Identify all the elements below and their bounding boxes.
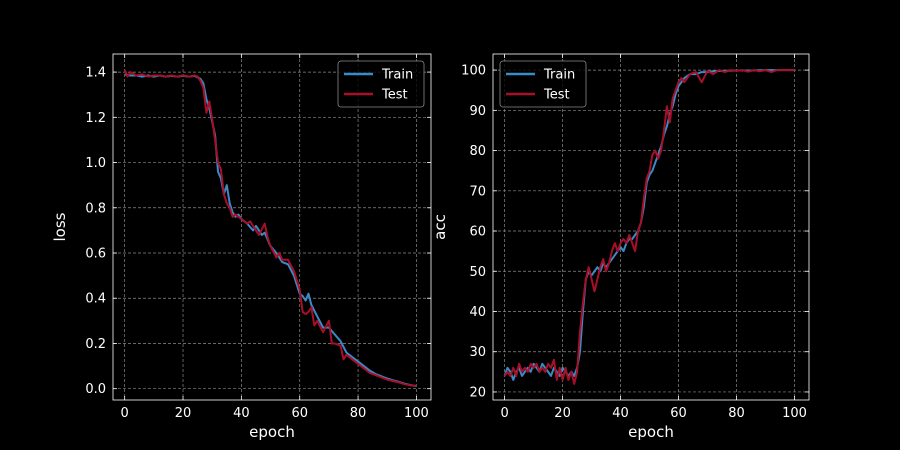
y-axis-label: loss [51, 212, 69, 241]
x-tick-label: 40 [233, 406, 250, 421]
y-tick-label: 50 [469, 265, 486, 280]
y-tick-label: 70 [469, 184, 486, 199]
y-tick-label: 20 [469, 385, 486, 400]
x-tick-label: 60 [291, 406, 308, 421]
x-tick-label: 80 [728, 406, 745, 421]
accuracy-chart: 0 20 40 60 80 100 20 30 40 50 60 70 80 90 100 epoch acc T… [431, 53, 810, 441]
y-tick-label: 1.0 [85, 156, 106, 171]
y-tick-label: 1.2 [85, 111, 106, 126]
legend-label-train: Train [543, 68, 575, 83]
axes-frame [492, 53, 810, 401]
loss-chart: 0 20 40 60 80 100 0.0 0.2 0.4 0.6 0.8 1.0 1.2 1.4 epoc… [51, 53, 432, 441]
x-axis-label: epoch [249, 423, 295, 441]
axes-frame [112, 53, 432, 401]
x-tick-label: 60 [670, 406, 687, 421]
y-tick-label: 0.0 [85, 382, 106, 397]
x-tick-label: 20 [175, 406, 192, 421]
y-axis-label: acc [431, 214, 449, 240]
y-tick-label: 0.4 [85, 292, 106, 307]
x-tick-label: 20 [554, 406, 571, 421]
x-tick-label: 80 [350, 406, 367, 421]
y-tick-label: 80 [469, 144, 486, 159]
y-tick-label: 1.4 [85, 66, 106, 81]
y-tick-label: 0.2 [85, 337, 106, 352]
y-tick-label: 0.8 [85, 201, 106, 216]
series-line-test [503, 69, 795, 385]
x-axis-label: epoch [628, 423, 674, 441]
x-tick-label: 40 [612, 406, 629, 421]
series-line-test [123, 69, 417, 387]
x-tick-label: 100 [782, 406, 807, 421]
y-tick-label: 60 [469, 225, 486, 240]
y-tick-label: 0.6 [85, 247, 106, 262]
y-tick-label: 30 [469, 345, 486, 360]
legend-box [499, 60, 587, 108]
legend-label-test: Test [543, 88, 570, 103]
x-tick-label: 0 [121, 406, 129, 421]
y-tick-label: 40 [469, 305, 486, 320]
x-tick-label: 100 [404, 406, 429, 421]
legend-label-train: Train [381, 68, 413, 83]
y-tick-label: 100 [461, 64, 486, 79]
legend-box [337, 60, 425, 108]
x-tick-label: 0 [500, 406, 508, 421]
legend: Train Test [337, 60, 425, 108]
legend-label-test: Test [381, 88, 408, 103]
y-tick-label: 90 [469, 104, 486, 119]
legend: Train Test [499, 60, 587, 108]
